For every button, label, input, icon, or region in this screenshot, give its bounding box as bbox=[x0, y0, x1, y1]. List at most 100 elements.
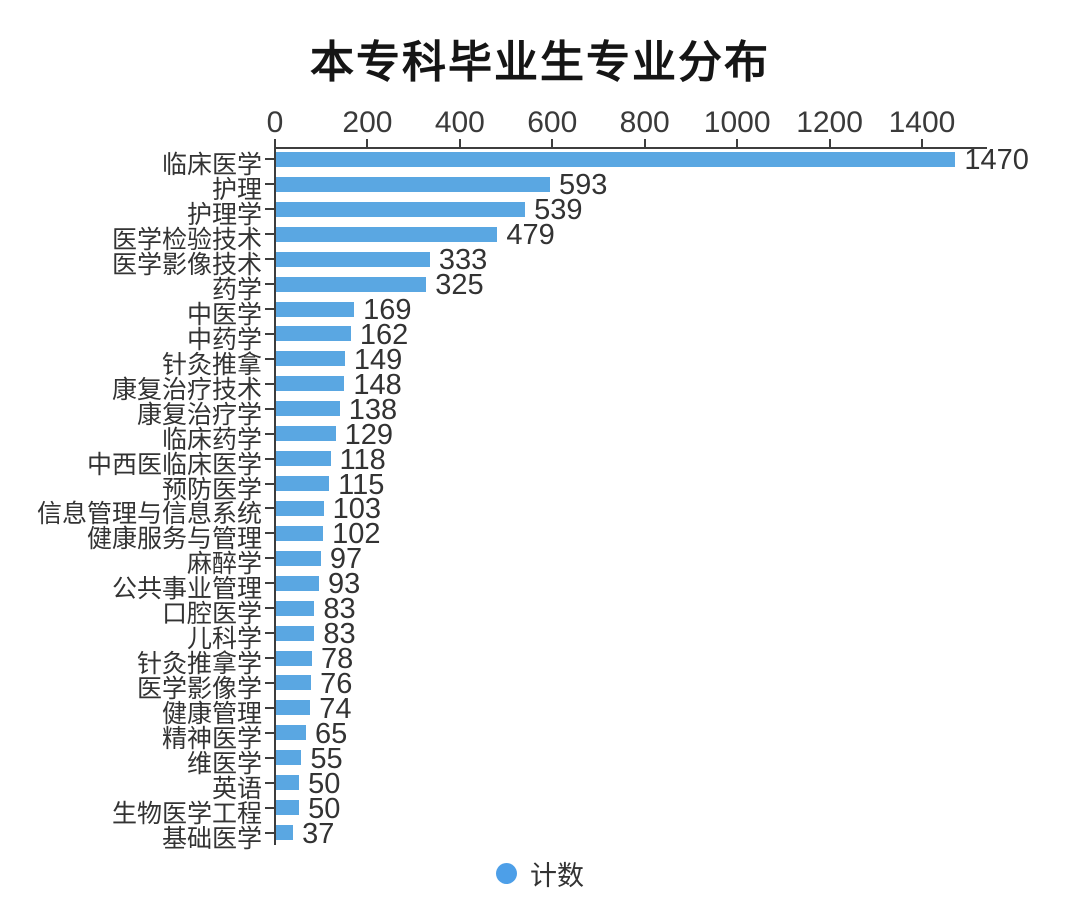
bar bbox=[276, 650, 313, 666]
x-tick bbox=[643, 139, 646, 147]
y-tick bbox=[265, 507, 274, 510]
bar-value-label: 76 bbox=[320, 667, 353, 700]
y-axis-label: 预防医学 bbox=[161, 475, 262, 504]
y-axis-label: 生物医学工程 bbox=[111, 799, 262, 828]
bar bbox=[276, 226, 498, 242]
bar-value-label: 148 bbox=[353, 368, 402, 401]
y-tick bbox=[265, 208, 274, 211]
y-tick bbox=[265, 482, 274, 485]
y-axis-label: 护理 bbox=[211, 176, 262, 205]
legend: 计数 bbox=[0, 855, 1080, 891]
y-axis-label: 麻醉学 bbox=[186, 550, 262, 579]
y-axis-label: 医学影像技术 bbox=[111, 251, 262, 280]
chart-title: 本专科毕业生专业分布 bbox=[310, 38, 770, 87]
bar bbox=[276, 476, 330, 492]
y-axis-label: 维医学 bbox=[186, 749, 262, 778]
y-axis-label: 护理学 bbox=[186, 201, 262, 230]
bar bbox=[276, 575, 319, 591]
bar bbox=[276, 276, 427, 292]
y-axis-line bbox=[274, 147, 276, 845]
bar-value-label: 83 bbox=[323, 593, 356, 626]
bar bbox=[276, 775, 300, 791]
bar-value-label: 115 bbox=[338, 468, 385, 501]
y-tick bbox=[265, 183, 274, 186]
y-tick bbox=[265, 432, 274, 435]
y-tick bbox=[265, 756, 274, 759]
y-axis-label: 健康管理 bbox=[161, 699, 262, 728]
y-tick bbox=[265, 283, 274, 286]
y-axis-label: 信息管理与信息系统 bbox=[36, 500, 262, 529]
x-tick-label: 0 bbox=[266, 106, 284, 139]
y-tick bbox=[265, 582, 274, 585]
bar bbox=[276, 151, 956, 167]
y-axis-label: 英语 bbox=[211, 774, 262, 803]
y-axis-label: 中西医临床医学 bbox=[86, 450, 262, 479]
bar-value-label: 169 bbox=[363, 294, 412, 327]
bar bbox=[276, 800, 300, 816]
x-tick-label: 1000 bbox=[703, 106, 771, 139]
x-tick-label: 200 bbox=[342, 106, 393, 139]
bar bbox=[276, 700, 311, 716]
y-tick bbox=[265, 731, 274, 734]
y-axis-label: 中医学 bbox=[186, 301, 262, 330]
bar-value-label: 97 bbox=[329, 543, 363, 576]
y-axis-label: 公共事业管理 bbox=[111, 575, 262, 604]
bar-value-label: 539 bbox=[534, 194, 583, 227]
y-tick bbox=[265, 681, 274, 684]
y-tick bbox=[265, 706, 274, 709]
y-tick bbox=[265, 532, 274, 535]
y-tick bbox=[265, 657, 274, 660]
y-tick bbox=[265, 382, 274, 385]
bar bbox=[276, 176, 551, 192]
bar-value-label: 593 bbox=[559, 169, 608, 202]
bar-value-label: 129 bbox=[344, 418, 393, 451]
bar-value-label: 78 bbox=[321, 643, 354, 676]
bar-value-label: 93 bbox=[327, 568, 361, 601]
y-axis-label: 药学 bbox=[211, 276, 262, 305]
y-axis-label: 针灸推拿 bbox=[161, 350, 262, 379]
bar-value-label: 333 bbox=[438, 244, 488, 277]
y-axis-label: 口腔医学 bbox=[161, 600, 262, 629]
y-tick bbox=[265, 332, 274, 335]
bar bbox=[276, 201, 526, 217]
y-tick bbox=[265, 632, 274, 635]
y-tick bbox=[265, 407, 274, 410]
y-axis-label: 临床药学 bbox=[161, 425, 262, 454]
bar bbox=[276, 376, 345, 392]
y-axis-label: 临床医学 bbox=[161, 151, 262, 180]
bar bbox=[276, 525, 324, 541]
legend-label: 计数 bbox=[530, 860, 584, 891]
bar-value-label: 37 bbox=[302, 817, 335, 850]
x-tick bbox=[366, 139, 369, 147]
legend-marker-circle-icon bbox=[496, 862, 517, 884]
y-tick bbox=[265, 607, 274, 610]
x-tick bbox=[921, 139, 923, 147]
bar-value-label: 83 bbox=[323, 618, 356, 651]
y-tick bbox=[265, 158, 274, 161]
bar-value-label: 479 bbox=[506, 219, 555, 252]
bar-value-label: 102 bbox=[332, 518, 381, 551]
bar-value-label: 50 bbox=[308, 767, 341, 800]
x-tick bbox=[551, 139, 554, 147]
bar bbox=[276, 426, 336, 442]
bar bbox=[276, 301, 355, 317]
bar bbox=[276, 351, 345, 367]
x-tick bbox=[736, 139, 739, 147]
x-tick bbox=[458, 139, 461, 147]
y-axis-label: 医学检验技术 bbox=[111, 226, 262, 255]
y-tick bbox=[265, 557, 274, 560]
y-axis-label: 健康服务与管理 bbox=[86, 525, 262, 554]
bar bbox=[276, 725, 307, 741]
bar-value-label: 118 bbox=[339, 443, 386, 476]
bar-value-label: 325 bbox=[435, 269, 484, 302]
x-tick-label: 600 bbox=[527, 106, 578, 139]
x-tick-label: 400 bbox=[434, 106, 485, 139]
x-tick-label: 1200 bbox=[796, 106, 863, 139]
bar bbox=[276, 675, 312, 691]
y-axis-label: 针灸推拿学 bbox=[136, 650, 262, 679]
bar bbox=[276, 600, 315, 616]
y-axis-label: 康复治疗技术 bbox=[111, 375, 262, 404]
bar bbox=[276, 401, 340, 417]
bar bbox=[276, 451, 331, 467]
